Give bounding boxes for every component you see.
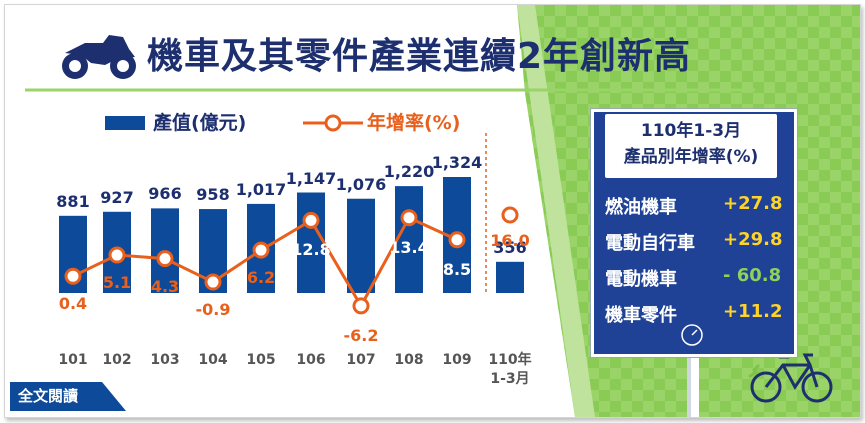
rate-value-label: 0.4: [58, 294, 88, 314]
x-tick-label: 101: [58, 352, 88, 368]
panel-row-label: 電動自行車: [605, 233, 695, 254]
rate-value-label: 5.1: [102, 273, 132, 293]
rate-value-label: 13.4: [389, 237, 429, 257]
rate-marker: [252, 241, 270, 259]
panel-title-line2: 產品別年增率(%): [623, 147, 759, 167]
x-tick-label: 108: [394, 352, 424, 368]
x-tick-label: 103: [150, 352, 180, 368]
bar: [297, 192, 325, 293]
x-tick-label: 105: [246, 352, 276, 368]
rate-value-label: -6.2: [343, 325, 379, 345]
bar: [496, 261, 524, 293]
bicycle-icon: [748, 353, 833, 403]
x-tick-label: 102: [102, 352, 132, 368]
rate-marker: [108, 246, 126, 264]
speedometer-icon: [681, 324, 703, 346]
x-tick-label: 109: [442, 352, 472, 368]
legend-bar-swatch: [105, 116, 145, 130]
rate-markers: [64, 206, 519, 315]
panel-row-value: +29.8: [723, 229, 783, 250]
panel-row-label: 機車零件: [605, 305, 677, 326]
bar-value-label: 966: [148, 184, 182, 204]
panel-title-line1: 110年1-3月: [640, 121, 742, 141]
read-button-bg: [10, 382, 102, 411]
panel-row-value: +27.8: [723, 193, 783, 214]
rate-value-label: 16.0: [490, 231, 530, 250]
sign-pole-shade: [687, 351, 691, 417]
read-button-tip: [102, 382, 126, 411]
stripe-edge: [517, 5, 595, 417]
bar-value-label: 356: [493, 237, 527, 257]
rate-value-label: 12.8: [291, 240, 331, 260]
bar: [395, 186, 423, 293]
rate-value-label: 4.3: [150, 276, 180, 296]
bar-value-label: 1,076: [335, 174, 387, 194]
panel-row-value: - 60.8: [723, 265, 782, 286]
bar-value-label: 1,147: [285, 168, 337, 188]
rate-marker: [156, 250, 174, 268]
rate-marker: [352, 297, 370, 315]
rate-value-label: 6.2: [246, 268, 276, 288]
panel-row-label: 燃油機車: [605, 197, 677, 218]
rate-marker: [64, 267, 82, 285]
x-tick-label: 107: [346, 352, 376, 368]
rate-marker: [204, 273, 222, 291]
x-tick-label: 104: [198, 352, 228, 368]
rate-marker: [448, 231, 466, 249]
panel-row-label: 電動機車: [605, 269, 677, 290]
panel-row-value: +11.2: [723, 301, 783, 322]
bar-value-label: 881: [56, 191, 90, 211]
bar-value-label: 958: [196, 185, 230, 205]
infographic: 機車及其零件產業連續2年創新高 產值(億元) 年增率(%) 110年1-3月 產…: [4, 4, 861, 418]
page-title: 機車及其零件產業連續2年創新高: [147, 36, 692, 77]
rate-marker: [501, 206, 519, 224]
legend-line-swatch: [303, 114, 363, 132]
x-tick-label: 110年 1-3月: [488, 352, 532, 387]
x-tick-label: 106: [296, 352, 326, 368]
legend-bar-label: 產值(億元): [153, 112, 247, 134]
rate-value-label: -0.9: [195, 300, 231, 320]
bar: [347, 198, 375, 293]
motorcycle-icon: [62, 35, 136, 79]
bar-value-label: 1,324: [431, 153, 483, 172]
chart-background: [5, 5, 575, 417]
bar-value-label: 927: [100, 187, 134, 207]
read-full-text-button[interactable]: 全文閱讀: [18, 387, 79, 405]
bar-value-label: 1,017: [235, 179, 287, 199]
rate-marker: [302, 211, 320, 229]
legend-line-label: 年增率(%): [367, 112, 461, 134]
rate-value-label: 8.5: [442, 259, 472, 279]
panel-title: 110年1-3月 產品別年增率(%): [605, 114, 777, 178]
rate-marker: [400, 209, 418, 227]
bar-value-label: 1,220: [383, 162, 435, 182]
